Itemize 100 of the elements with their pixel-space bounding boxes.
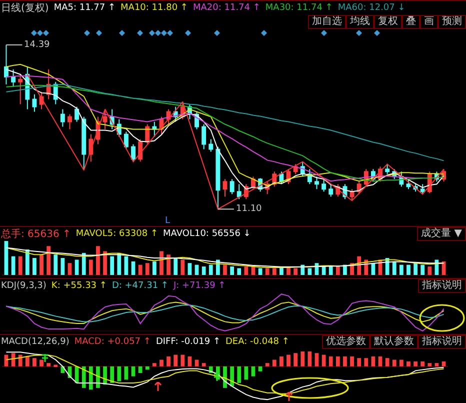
bar — [385, 358, 390, 366]
bar — [237, 366, 242, 383]
text: MAVOL10: 56556 ↓ — [163, 229, 251, 239]
text: MA20: 11.74 ↑ — [192, 3, 260, 13]
series-label: J: +71.39 ↑ — [173, 281, 226, 291]
candlestick — [18, 74, 23, 105]
bar — [202, 266, 206, 275]
bar — [251, 366, 256, 376]
bar — [399, 360, 404, 366]
text: MA10: 11.80 ↑ — [120, 3, 188, 13]
bar — [68, 263, 72, 275]
text: 加自选 — [308, 15, 346, 29]
bar — [230, 366, 234, 386]
bar — [406, 361, 410, 366]
bar — [371, 356, 376, 366]
bar — [25, 356, 30, 366]
bar — [131, 261, 136, 275]
text: 优选参数 — [322, 335, 370, 349]
annotation: 14.39 — [24, 40, 50, 50]
bar — [46, 246, 51, 275]
text: 指标说明 — [418, 279, 466, 293]
bar — [314, 353, 319, 366]
text: L — [165, 216, 170, 226]
series-label: MACD: +0.057 ↑ — [74, 337, 151, 347]
bar — [378, 356, 382, 366]
bar — [392, 360, 396, 366]
candlestick — [68, 114, 72, 130]
bar — [336, 266, 340, 275]
bar — [18, 256, 22, 275]
text: DIFF: -0.019 ↑ — [156, 337, 220, 347]
bar — [294, 268, 298, 275]
bar — [258, 268, 262, 275]
text: MA30: 11.74 ↑ — [265, 3, 333, 13]
bar — [364, 358, 368, 366]
bar — [237, 268, 242, 275]
bar — [88, 260, 93, 275]
bar — [174, 354, 178, 366]
bar — [188, 356, 192, 366]
candlestick — [208, 138, 214, 152]
bar — [82, 252, 86, 275]
bar — [152, 363, 156, 366]
bar — [96, 246, 100, 275]
bar — [110, 256, 114, 275]
bar — [174, 258, 178, 275]
bar — [244, 266, 248, 275]
bar — [60, 258, 65, 275]
bar — [18, 354, 22, 366]
series-label: D: +47.31 ↑ — [112, 281, 168, 291]
bar — [32, 358, 36, 366]
text: 预测 — [438, 15, 466, 29]
bar — [180, 354, 185, 366]
bar — [294, 353, 298, 366]
annotation: 11.10 — [236, 204, 262, 214]
bar — [286, 354, 290, 366]
bar — [46, 363, 51, 366]
bar — [138, 366, 142, 374]
candlestick — [131, 144, 136, 162]
bar — [166, 254, 170, 275]
candlestick — [138, 138, 143, 162]
bar — [160, 251, 164, 275]
bar — [428, 363, 432, 366]
bar — [308, 351, 312, 366]
bar — [442, 361, 446, 366]
text: 画 — [420, 15, 438, 29]
text: 复权 — [374, 15, 402, 29]
bar — [223, 264, 227, 275]
candlestick — [328, 184, 334, 198]
bar — [180, 260, 185, 275]
bar — [166, 356, 170, 366]
bar — [414, 361, 418, 366]
bar — [300, 351, 305, 366]
candlestick — [222, 178, 228, 198]
candlestick — [11, 68, 16, 88]
candlestick — [32, 94, 37, 112]
bar — [194, 360, 199, 366]
candlestick — [230, 178, 234, 195]
bar — [328, 356, 333, 366]
candlestick — [39, 91, 44, 110]
bar — [117, 366, 122, 382]
bar — [103, 251, 107, 275]
bar — [40, 254, 44, 275]
bar — [280, 356, 284, 366]
bar — [258, 366, 262, 372]
bar — [32, 258, 36, 275]
bar — [272, 268, 276, 275]
bar — [392, 261, 396, 275]
bar — [357, 358, 362, 366]
bar — [428, 266, 432, 275]
bar — [336, 356, 340, 366]
bar — [131, 366, 136, 376]
bar — [88, 366, 93, 390]
series-label: MAVOL5: 63308 ↑ — [76, 229, 158, 239]
text: K: +55.33 ↑ — [51, 281, 107, 291]
candlestick — [4, 44, 8, 85]
bar — [145, 366, 150, 370]
candlestick — [314, 176, 319, 190]
bar — [160, 360, 164, 366]
candlestick — [60, 108, 65, 128]
candlestick — [236, 184, 242, 200]
chart-title: 日线(复权) — [1, 2, 49, 15]
